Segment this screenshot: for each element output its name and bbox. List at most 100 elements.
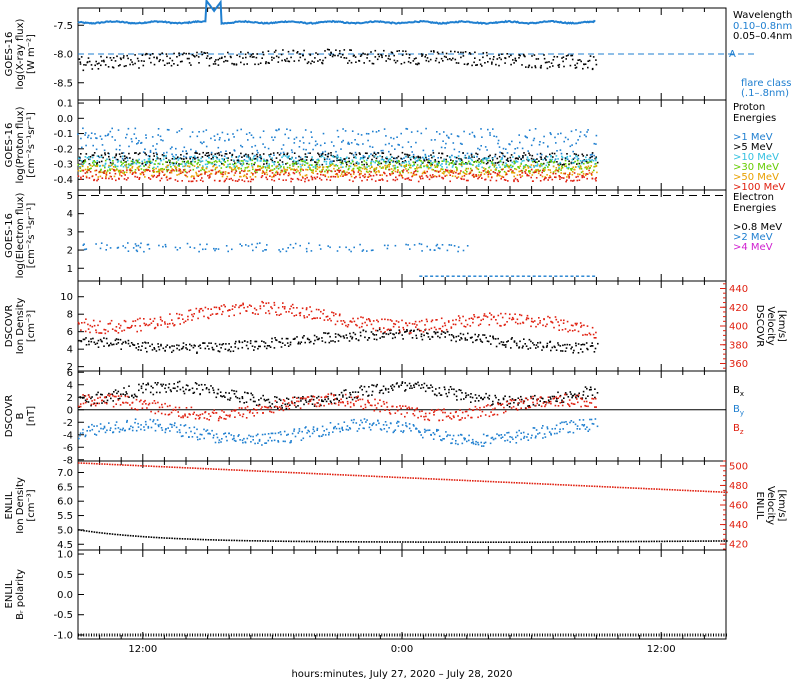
data-point [482,318,484,321]
data-point [395,320,398,322]
data-point [380,330,382,333]
data-point [241,169,243,172]
data-point [132,320,134,323]
data-point [511,316,514,319]
data-point [169,346,171,348]
data-point [117,129,120,131]
data-point [135,172,137,174]
data-point [159,318,162,321]
data-point [575,129,577,131]
data-point [243,306,245,309]
data-point [411,337,414,339]
data-point [576,179,579,182]
data-point [214,249,216,252]
data-point [146,350,148,353]
data-point [152,158,154,161]
data-point [504,173,507,176]
data-point [427,167,430,170]
data-point [197,161,199,164]
data-point [243,402,245,404]
data-point [231,179,234,182]
data-point [216,166,218,169]
data-point [182,169,185,171]
data-point [419,329,421,332]
data-point [192,315,194,318]
data-point [338,314,341,317]
data-point [456,177,458,179]
data-point [175,157,177,160]
data-point [81,169,83,172]
data-point [247,154,250,156]
data-point [344,158,346,160]
data-point [341,54,344,56]
data-point [499,171,501,173]
data-point [237,156,240,158]
data-point [335,164,337,166]
data-point [593,351,596,353]
data-point [147,166,150,168]
data-point [457,176,460,178]
data-point [357,339,360,342]
data-point [385,135,387,137]
data-point [425,54,427,56]
data-point [543,318,545,320]
data-point [264,166,267,169]
data-point [481,166,483,169]
data-point [293,138,296,140]
data-point [100,55,102,58]
data-point [273,163,276,166]
data-point [336,165,339,167]
data-point [143,318,145,320]
data-point [515,160,517,162]
data-point [501,343,504,346]
data-point [500,152,503,154]
data-point [554,172,557,175]
data-point [356,167,359,170]
data-point [383,160,386,163]
data-point [223,60,225,63]
data-point [550,62,553,64]
data-point [463,325,465,328]
data-point [351,337,353,340]
data-point [201,160,204,162]
data-point [253,56,255,58]
data-point [289,129,292,132]
data-point [504,344,507,346]
data-point [342,396,344,398]
data-point [223,304,225,306]
data-point [125,136,127,139]
data-point [337,333,340,336]
data-point [568,160,570,162]
data-point [366,324,368,327]
data-point [296,336,298,338]
data-point [541,165,543,167]
data-point [522,345,524,347]
data-point [95,148,98,151]
data-point [421,250,423,252]
data-point [89,158,91,161]
data-point [557,133,559,135]
data-point [136,167,139,169]
data-point [211,161,213,164]
data-point [179,323,181,325]
data-point [479,162,482,165]
data-point [180,348,183,350]
data-point [312,398,315,401]
data-point [576,394,578,397]
data-point [495,166,498,169]
data-point [330,401,332,404]
data-point [304,58,306,61]
data-point [388,164,390,166]
data-point [175,147,177,150]
data-point [571,396,573,399]
data-point [388,158,390,161]
data-point [498,146,501,148]
data-point [205,167,208,170]
data-point [201,389,204,391]
data-point [481,177,483,179]
y-tick-label: 6 [67,368,73,379]
data-point [494,162,497,164]
data-point [361,250,364,252]
data-point [427,332,429,335]
data-point [130,326,132,328]
